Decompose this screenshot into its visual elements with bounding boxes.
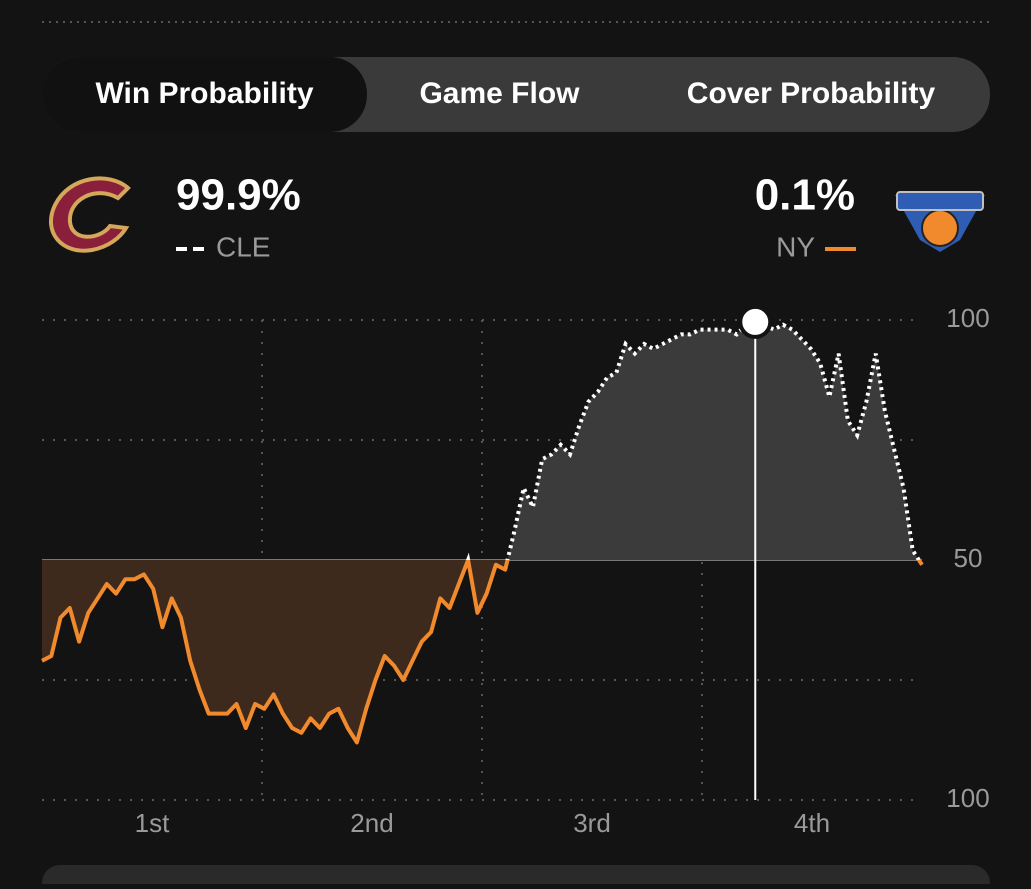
line-away — [41, 560, 924, 745]
next-card — [42, 865, 990, 889]
tab-label[interactable]: Win Probability — [95, 77, 313, 110]
x-tick-label: 1st — [135, 808, 170, 838]
ny-logo — [895, 191, 985, 252]
tab-label[interactable]: Game Flow — [419, 77, 580, 110]
active-tab — [42, 57, 367, 132]
area-home — [42, 321, 922, 560]
x-tick-label: 2nd — [350, 808, 393, 838]
ny-name: NY — [776, 231, 815, 262]
selection-dot — [738, 304, 773, 339]
tab-label[interactable]: Cover Probability — [687, 77, 936, 110]
cle-probability: 99.9% — [176, 171, 301, 220]
y-tick-label: 100 — [946, 303, 989, 333]
area-away — [42, 560, 922, 743]
x-tick-label: 3rd — [573, 808, 611, 838]
ny-probability: 0.1% — [755, 171, 855, 220]
cle-name: CLE — [216, 231, 270, 262]
y-tick-label: 50 — [954, 543, 983, 573]
x-tick-label: 4th — [794, 808, 830, 838]
cle-logo — [48, 176, 131, 253]
y-tick-label: 100 — [946, 783, 989, 813]
